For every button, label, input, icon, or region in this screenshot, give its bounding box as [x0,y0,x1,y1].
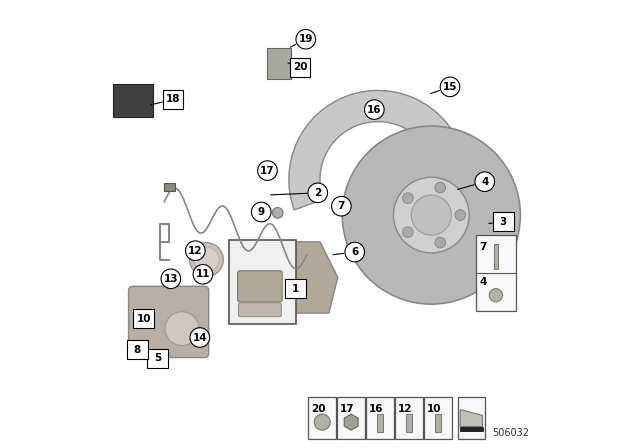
Text: 5: 5 [154,353,161,363]
Polygon shape [275,242,338,313]
FancyBboxPatch shape [129,286,209,358]
FancyBboxPatch shape [228,240,296,324]
FancyBboxPatch shape [113,84,153,117]
Text: 4: 4 [479,277,487,288]
FancyBboxPatch shape [163,90,183,109]
Circle shape [342,126,520,304]
Circle shape [440,77,460,97]
Circle shape [252,202,271,222]
Text: 20: 20 [311,404,326,414]
Text: 11: 11 [196,269,210,279]
Bar [435,414,441,432]
Circle shape [161,269,180,289]
Circle shape [345,242,365,262]
Text: 12: 12 [188,246,203,256]
Circle shape [190,328,209,347]
Circle shape [193,264,212,284]
FancyBboxPatch shape [267,48,291,79]
Text: 9: 9 [258,207,265,217]
Bar [396,396,423,439]
Circle shape [332,196,351,216]
Circle shape [296,30,316,49]
Text: 10: 10 [427,404,442,414]
Circle shape [394,177,469,253]
Circle shape [412,195,451,235]
FancyBboxPatch shape [285,279,306,298]
Bar [458,396,485,439]
Bar [164,183,175,190]
Text: 14: 14 [193,332,207,343]
Text: 2: 2 [314,188,321,198]
FancyBboxPatch shape [127,340,148,359]
Text: 7: 7 [479,242,487,252]
Circle shape [365,100,384,119]
Text: 506032: 506032 [492,428,529,438]
FancyBboxPatch shape [237,271,282,302]
Polygon shape [460,409,483,426]
Text: 18: 18 [166,95,180,104]
Circle shape [314,414,330,430]
Bar [424,396,452,439]
Bar [308,396,336,439]
Text: 16: 16 [367,104,381,115]
Bar [377,414,383,432]
Circle shape [258,161,277,181]
Circle shape [435,182,445,193]
Polygon shape [344,414,358,430]
FancyBboxPatch shape [147,349,168,368]
Circle shape [435,237,445,248]
FancyBboxPatch shape [493,212,514,231]
Text: 4: 4 [481,177,488,187]
FancyBboxPatch shape [290,58,310,77]
Text: 12: 12 [398,404,412,414]
Circle shape [308,183,328,202]
Text: 10: 10 [136,314,151,324]
Text: 20: 20 [292,62,307,72]
Circle shape [189,243,223,276]
Circle shape [194,247,219,272]
Text: 3: 3 [500,217,507,227]
Bar [337,396,365,439]
FancyBboxPatch shape [239,303,281,317]
Bar [493,244,498,268]
Circle shape [489,289,502,302]
Wedge shape [289,90,461,210]
Circle shape [165,312,199,345]
Text: 7: 7 [338,201,345,211]
Text: 8: 8 [134,345,141,354]
Circle shape [475,172,495,191]
Text: 17: 17 [340,404,355,414]
Bar [366,396,394,439]
Circle shape [186,241,205,260]
FancyBboxPatch shape [134,310,154,328]
Circle shape [403,193,413,203]
Text: 1: 1 [292,284,299,293]
Circle shape [455,210,465,220]
Circle shape [273,207,283,218]
Circle shape [403,227,413,237]
Text: 6: 6 [351,247,358,257]
Bar [406,414,412,432]
Bar [476,235,516,311]
Text: 17: 17 [260,166,275,176]
Text: 19: 19 [299,34,313,44]
Text: 13: 13 [164,274,178,284]
Text: 15: 15 [443,82,457,92]
Text: 16: 16 [369,404,383,414]
Bar [460,427,483,431]
